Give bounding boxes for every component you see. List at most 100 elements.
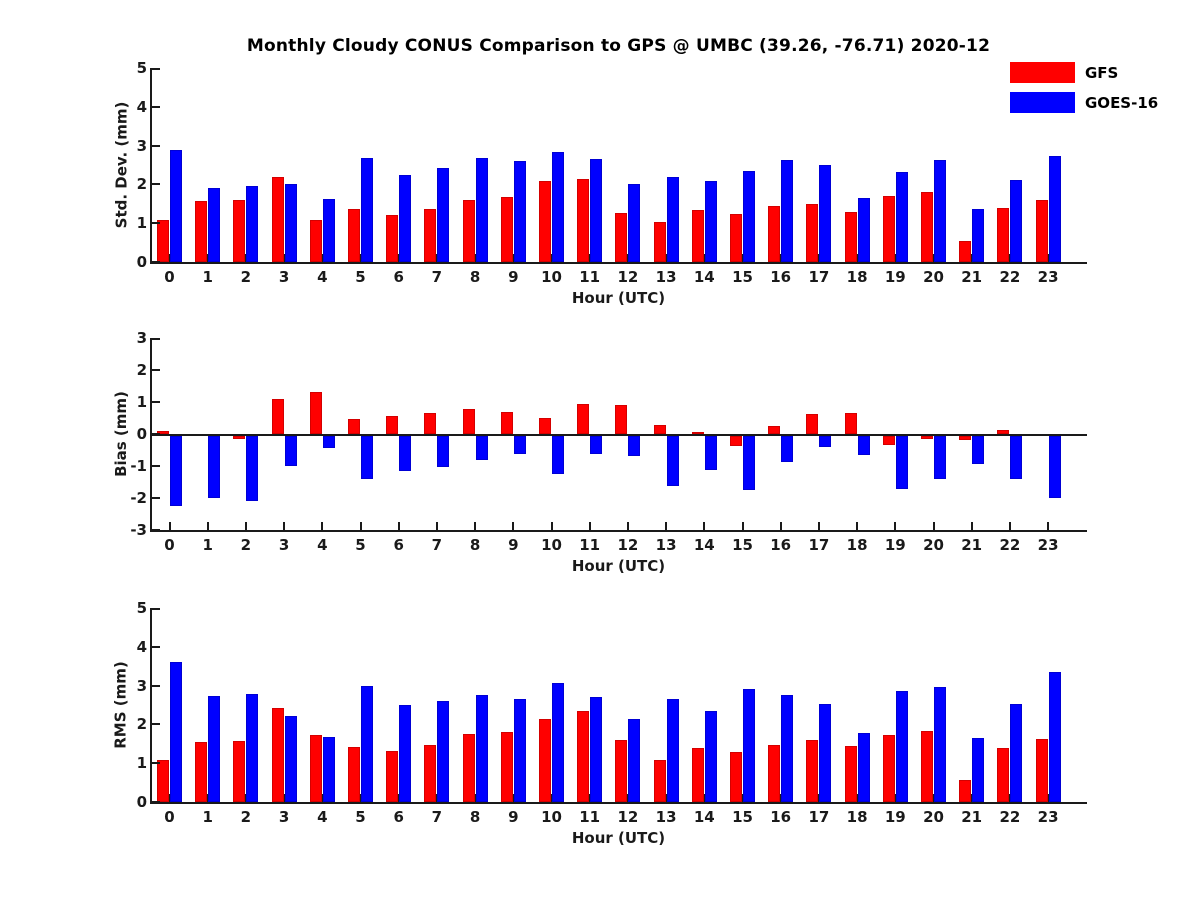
bar-gfs-hour-13 <box>653 222 666 262</box>
bar-goes16-hour-12 <box>628 183 641 262</box>
bar-gfs-hour-3 <box>271 708 284 802</box>
bar-gfs-hour-15 <box>730 436 742 446</box>
x-tick <box>626 254 629 262</box>
x-tick <box>779 794 782 802</box>
x-tick <box>359 254 362 262</box>
x-tick-label: 17 <box>808 536 830 554</box>
y-tick <box>152 105 160 108</box>
bar-gfs-hour-14 <box>691 748 704 802</box>
bar-goes16-hour-22 <box>1010 704 1023 802</box>
x-tick <box>206 522 209 530</box>
x-tick <box>1047 794 1050 802</box>
x-tick-label: 10 <box>541 536 562 554</box>
bar-gfs-hour-2 <box>233 200 246 262</box>
bar-gfs-hour-14 <box>691 210 704 262</box>
bar-gfs-hour-6 <box>386 751 399 802</box>
subplot-bias: Bias (mm) Hour (UTC) -3 -2 -1 0 1 2 3 0 1 2 3 4 5 6 7 8… <box>0 329 1200 588</box>
x-tick <box>397 794 400 802</box>
y-tick <box>152 68 160 70</box>
y-tick-label: 2 <box>136 175 147 194</box>
bar-goes16-hour-6 <box>399 704 412 802</box>
x-tick-label: 23 <box>1037 536 1059 554</box>
bar-gfs-hour-18 <box>844 413 857 434</box>
bar-goes16-hour-2 <box>246 436 259 501</box>
bar-gfs-hour-4 <box>309 219 322 262</box>
x-tick <box>970 522 973 530</box>
bar-goes16-hour-15 <box>743 689 755 802</box>
bar-gfs-hour-1 <box>195 201 208 262</box>
y-tick <box>152 608 160 610</box>
bar-gfs-hour-9 <box>500 412 513 434</box>
bar-gfs-hour-10 <box>539 719 551 802</box>
x-tick <box>665 522 668 530</box>
x-tick-label: 23 <box>1037 808 1059 826</box>
bar-gfs-hour-7 <box>424 744 437 802</box>
y-tick <box>152 497 160 499</box>
bar-goes16-hour-11 <box>590 436 603 455</box>
figure-title: Monthly Cloudy CONUS Comparison to GPS @… <box>246 36 991 56</box>
x-tick-label: 14 <box>693 536 715 554</box>
legend-label-gfs: GFS <box>1085 63 1119 82</box>
y-tick <box>152 684 160 687</box>
bar-goes16-hour-10 <box>552 682 564 802</box>
bar-gfs-hour-12 <box>615 212 628 262</box>
x-tick <box>894 254 897 262</box>
x-axis-label-bias: Hour (UTC) <box>571 557 666 575</box>
x-tick <box>244 522 247 530</box>
bar-goes16-hour-20 <box>934 159 946 262</box>
y-tick <box>152 401 160 403</box>
bar-goes16-hour-3 <box>284 436 297 467</box>
bar-gfs-hour-23 <box>1035 199 1048 262</box>
x-tick <box>435 254 438 262</box>
legend-item-goes16: GOES-16 <box>1010 92 1158 113</box>
x-tick <box>779 254 782 262</box>
bar-gfs-hour-19 <box>882 735 895 802</box>
x-tick-label: 1 <box>202 536 213 554</box>
x-tick-label: 22 <box>999 268 1021 286</box>
x-tick-label: 13 <box>655 536 677 554</box>
x-tick <box>856 522 859 530</box>
x-tick-label: 11 <box>579 808 601 826</box>
bar-gfs-hour-3 <box>271 176 284 262</box>
bar-gfs-hour-10 <box>539 180 551 262</box>
bar-goes16-hour-3 <box>284 715 297 802</box>
x-tick <box>894 794 897 802</box>
bar-goes16-hour-23 <box>1048 672 1061 802</box>
bar-goes16-hour-0 <box>170 150 182 262</box>
x-tick-label: 17 <box>808 268 830 286</box>
bar-gfs-hour-2 <box>233 741 246 802</box>
x-tick <box>1008 254 1011 262</box>
x-tick-label: 4 <box>317 268 328 286</box>
bar-goes16-hour-4 <box>322 736 335 802</box>
bar-gfs-hour-8 <box>462 733 475 802</box>
bar-goes16-hour-0 <box>170 661 182 802</box>
bar-gfs-hour-17 <box>806 414 819 434</box>
x-axis-line <box>150 802 1087 804</box>
y-axis-line <box>150 608 152 804</box>
x-tick-label: 9 <box>508 268 519 286</box>
x-tick-label: 19 <box>884 808 906 826</box>
bar-gfs-hour-20 <box>921 730 933 802</box>
x-tick-label: 6 <box>393 268 404 286</box>
bar-gfs-hour-3 <box>271 398 284 434</box>
x-tick-label: 15 <box>732 536 753 554</box>
y-tick-label: 3 <box>136 329 147 347</box>
x-tick <box>435 794 438 802</box>
x-tick-label: 12 <box>617 536 639 554</box>
x-tick-label: 1 <box>202 808 213 826</box>
x-tick <box>206 794 209 802</box>
bar-gfs-hour-0 <box>157 760 169 802</box>
y-tick-label: 5 <box>136 599 147 617</box>
x-tick-label: 9 <box>508 536 519 554</box>
bar-gfs-hour-11 <box>577 178 590 262</box>
x-tick-label: 5 <box>355 268 366 286</box>
y-tick <box>152 465 160 467</box>
x-tick-label: 11 <box>579 268 601 286</box>
y-tick-label: 3 <box>136 136 147 155</box>
x-tick-label: 19 <box>884 268 906 286</box>
bar-goes16-hour-19 <box>895 171 908 262</box>
y-tick <box>152 529 160 531</box>
bar-goes16-hour-11 <box>590 696 603 802</box>
x-tick-label: 14 <box>693 268 715 286</box>
x-tick <box>856 254 859 262</box>
